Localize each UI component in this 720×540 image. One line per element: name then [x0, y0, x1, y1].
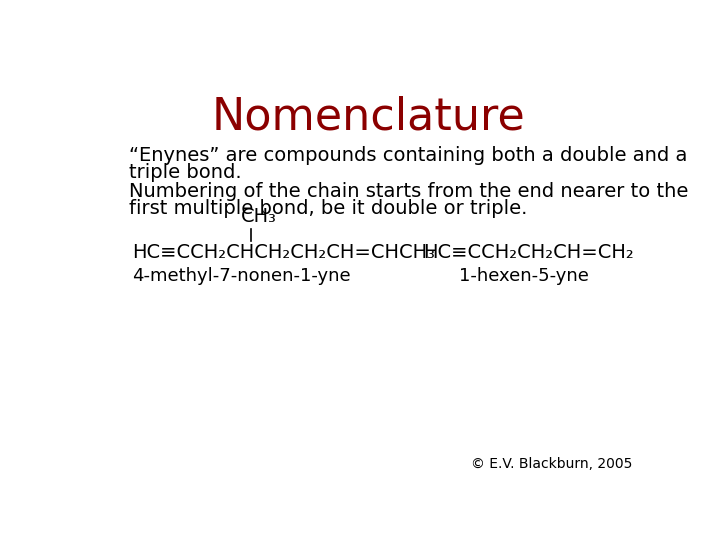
Text: Numbering of the chain starts from the end nearer to the: Numbering of the chain starts from the e…: [129, 182, 688, 201]
Text: “Enynes” are compounds containing both a double and a: “Enynes” are compounds containing both a…: [129, 146, 687, 165]
Text: Nomenclature: Nomenclature: [212, 96, 526, 139]
Text: triple bond.: triple bond.: [129, 163, 241, 181]
Text: HC≡CCH₂CHCH₂CH₂CH=CHCH₃: HC≡CCH₂CHCH₂CH₂CH=CHCH₃: [132, 244, 436, 262]
Text: 1-hexen-5-yne: 1-hexen-5-yne: [459, 267, 589, 285]
Text: first multiple bond, be it double or triple.: first multiple bond, be it double or tri…: [129, 199, 527, 218]
Text: © E.V. Blackburn, 2005: © E.V. Blackburn, 2005: [471, 457, 632, 471]
Text: CH₃: CH₃: [241, 207, 277, 226]
Text: HC≡CCH₂CH₂CH=CH₂: HC≡CCH₂CH₂CH=CH₂: [423, 244, 634, 262]
Text: 4-methyl-7-nonen-1-yne: 4-methyl-7-nonen-1-yne: [132, 267, 351, 285]
